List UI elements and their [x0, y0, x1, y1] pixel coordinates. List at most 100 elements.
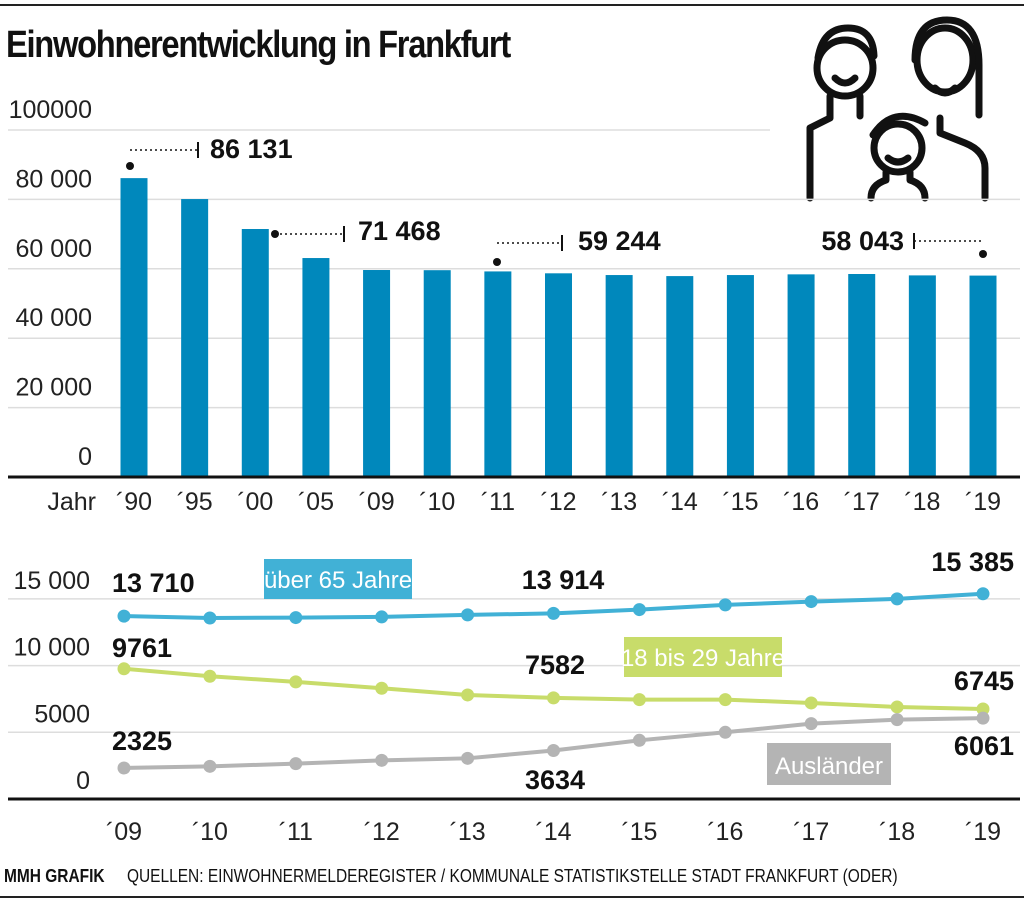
data-point [203, 669, 217, 683]
x-tick-label: ´13 [450, 818, 486, 846]
y-tick-label: 5000 [34, 700, 90, 728]
x-tick-label: ´09 [359, 488, 395, 516]
data-label: 7582 [525, 650, 585, 680]
bar [423, 270, 451, 477]
x-tick-label: ´05 [298, 488, 334, 516]
data-point [804, 595, 818, 609]
legend-label: Ausländer [775, 753, 883, 780]
data-point [632, 733, 646, 747]
x-axis-label: Jahr [47, 488, 96, 516]
annotation-dot [979, 250, 987, 258]
data-point [718, 693, 732, 707]
bar [484, 271, 512, 477]
data-point [718, 725, 732, 739]
data-label: 6061 [954, 731, 1014, 761]
data-label: 3634 [525, 765, 585, 795]
data-point [718, 598, 732, 612]
x-tick-label: ´17 [793, 818, 829, 846]
bar [241, 229, 269, 477]
x-tick-label: ´15 [722, 488, 758, 516]
data-point [547, 691, 560, 705]
data-point [890, 592, 904, 606]
data-point [117, 662, 131, 676]
data-point [289, 757, 303, 771]
data-point [203, 759, 217, 773]
legend-box [264, 559, 412, 599]
x-tick-label: ´12 [364, 818, 400, 846]
x-tick-label: ´19 [965, 488, 1001, 516]
legend-label: über 65 Jahre [264, 567, 412, 594]
data-point [203, 611, 217, 625]
footer: MMH GRAFIK QUELLEN: EINWOHNERMELDEREGISTE… [4, 866, 898, 887]
x-tick-label: ´10 [419, 488, 455, 516]
bar [726, 275, 754, 477]
x-tick-label: ´11 [481, 488, 515, 516]
data-point [890, 700, 904, 714]
data-point [461, 751, 475, 765]
top-rule [0, 4, 1024, 6]
x-tick-label: ´18 [879, 818, 915, 846]
data-point [547, 606, 560, 620]
data-point [976, 702, 990, 716]
data-label: 13 914 [522, 565, 605, 595]
bar [848, 274, 876, 477]
x-tick-label: ´18 [904, 488, 940, 516]
data-point [890, 713, 904, 727]
x-tick-label: ´14 [535, 818, 571, 846]
bar [545, 273, 572, 477]
data-point [375, 610, 389, 624]
x-tick-label: ´12 [540, 488, 576, 516]
data-point [976, 587, 990, 601]
data-label: 15 385 [931, 547, 1014, 577]
x-tick-label: ´95 [177, 488, 213, 516]
data-point [976, 711, 990, 725]
bar [302, 258, 330, 477]
x-tick-label: ´14 [662, 488, 698, 516]
data-point [289, 611, 303, 625]
y-tick-label: 100000 [9, 96, 92, 124]
y-tick-label: 0 [76, 767, 90, 795]
data-point [547, 744, 560, 758]
annotation-label: 71 468 [358, 216, 441, 246]
x-tick-label: ´15 [621, 818, 657, 846]
y-tick-label: 80 000 [16, 165, 92, 193]
footer-brand: MMH GRAFIK [4, 866, 105, 886]
bar [363, 270, 391, 477]
legend-box [767, 743, 891, 785]
data-point [461, 608, 475, 622]
chart-title: Einwohnerentwicklung in Frankfurt [6, 24, 511, 66]
annotation-label: 59 244 [578, 226, 661, 256]
x-tick-label: ´19 [965, 818, 1001, 846]
bar [120, 178, 148, 477]
legend-label: 18 bis 29 Jahre [621, 645, 785, 672]
y-tick-label: 40 000 [16, 304, 92, 332]
data-point [117, 609, 131, 623]
data-label: 2325 [112, 726, 172, 756]
data-label: 9761 [112, 633, 172, 663]
data-point [632, 603, 646, 617]
bar [787, 274, 815, 477]
data-point [375, 753, 389, 767]
y-tick-label: 10 000 [14, 634, 90, 662]
data-point [289, 675, 303, 689]
footer-source: QUELLEN: EINWOHNERMELDEREGISTER / KOMMUN… [126, 866, 898, 886]
x-tick-label: ´90 [116, 488, 152, 516]
y-tick-label: 20 000 [16, 374, 92, 402]
data-label: 13 710 [112, 568, 195, 598]
y-tick-label: 0 [78, 443, 92, 471]
x-tick-label: ´00 [237, 488, 273, 516]
data-point [632, 693, 646, 707]
data-point [375, 681, 389, 695]
annotation-label: 58 043 [821, 226, 904, 256]
x-tick-label: ´17 [844, 488, 880, 516]
x-tick-label: ´11 [279, 818, 313, 846]
y-tick-label: 60 000 [16, 235, 92, 263]
data-point [461, 688, 475, 702]
bar [908, 275, 936, 477]
data-point [117, 761, 131, 775]
data-point [804, 717, 818, 731]
